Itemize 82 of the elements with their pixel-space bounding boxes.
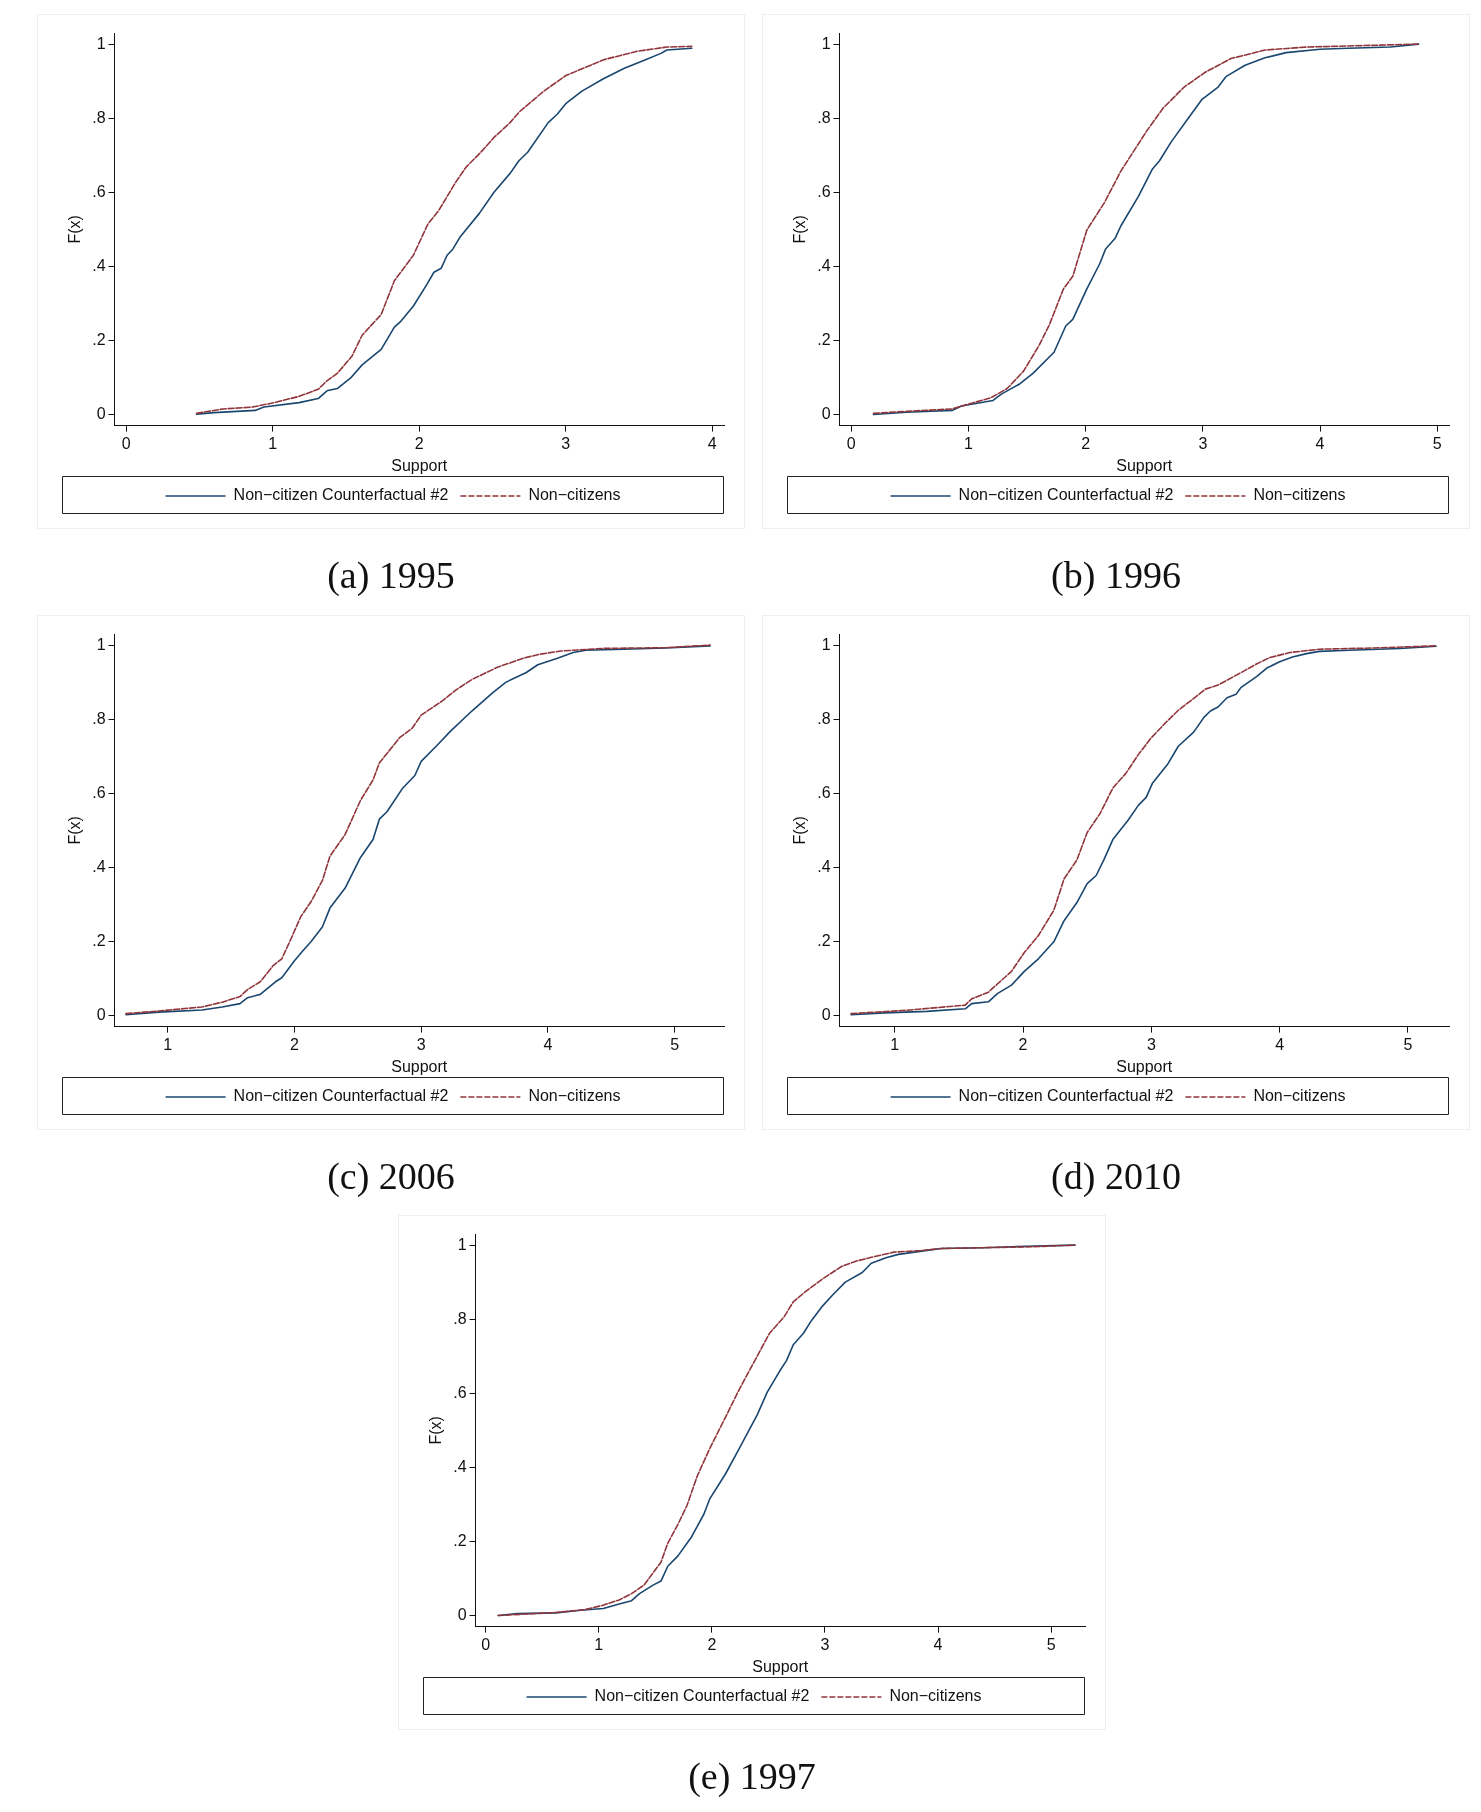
y-tick-label: .8 bbox=[817, 709, 831, 727]
text: (a) 1995 bbox=[326, 553, 456, 597]
y-tick-label: 1 bbox=[96, 34, 106, 52]
y-tick-label: .4 bbox=[92, 256, 106, 274]
x-tick-label: 4 bbox=[933, 1635, 943, 1653]
legend-label: Non−citizens bbox=[528, 486, 621, 504]
text: (c) 2006 bbox=[326, 1154, 456, 1198]
legend-label: Non−citizens bbox=[528, 1087, 621, 1105]
y-tick-label: .2 bbox=[453, 1531, 467, 1549]
y-tick-label: .4 bbox=[817, 256, 831, 274]
x-tick-label: 1 bbox=[594, 1635, 604, 1653]
x-tick-label: 1 bbox=[268, 434, 278, 452]
y-tick-label: .8 bbox=[453, 1309, 467, 1327]
x-tick-label: 1 bbox=[163, 1035, 173, 1053]
y-axis-title: F(x) bbox=[66, 215, 84, 244]
x-tick-label: 4 bbox=[1275, 1035, 1285, 1053]
y-tick-label: .2 bbox=[92, 330, 106, 348]
legend-label: Non−citizen Counterfactual #2 bbox=[958, 1087, 1174, 1105]
legend-label: Non−citizen Counterfactual #2 bbox=[233, 1087, 449, 1105]
x-axis-title: Support bbox=[391, 456, 448, 474]
x-tick-label: 2 bbox=[290, 1035, 300, 1053]
legend-label: Non−citizens bbox=[889, 1687, 982, 1705]
y-tick-label: 1 bbox=[821, 635, 831, 653]
x-tick-label: 3 bbox=[820, 1635, 830, 1653]
y-tick-label: 0 bbox=[96, 1005, 106, 1023]
x-tick-label: 0 bbox=[121, 434, 131, 452]
y-axis-title: F(x) bbox=[66, 816, 84, 845]
x-tick-label: 1 bbox=[890, 1035, 900, 1053]
text: (d) 2010 bbox=[1050, 1154, 1182, 1198]
y-tick-label: .2 bbox=[817, 931, 831, 949]
y-tick-label: .6 bbox=[92, 182, 106, 200]
x-tick-label: 3 bbox=[1198, 434, 1208, 452]
x-axis-title: Support bbox=[752, 1657, 809, 1675]
y-axis-title: F(x) bbox=[791, 816, 809, 845]
text: (e) 1997 bbox=[687, 1754, 817, 1798]
y-tick-label: .4 bbox=[453, 1457, 467, 1475]
x-tick-label: 4 bbox=[543, 1035, 553, 1053]
legend-label: Non−citizen Counterfactual #2 bbox=[958, 486, 1174, 504]
x-tick-label: 3 bbox=[1146, 1035, 1156, 1053]
y-tick-label: 0 bbox=[96, 404, 106, 422]
x-tick-label: 5 bbox=[1046, 1635, 1056, 1653]
x-tick-label: 0 bbox=[481, 1635, 491, 1653]
x-tick-label: 2 bbox=[414, 434, 424, 452]
x-tick-label: 2 bbox=[1018, 1035, 1028, 1053]
y-tick-label: .6 bbox=[453, 1383, 467, 1401]
y-tick-label: .2 bbox=[92, 931, 106, 949]
y-tick-label: .6 bbox=[92, 783, 106, 801]
legend-label: Non−citizen Counterfactual #2 bbox=[233, 486, 449, 504]
y-axis-title: F(x) bbox=[791, 215, 809, 244]
y-tick-label: 1 bbox=[96, 635, 106, 653]
legend-label: Non−citizens bbox=[1253, 486, 1346, 504]
x-tick-label: 0 bbox=[846, 434, 856, 452]
x-axis-title: Support bbox=[1116, 456, 1173, 474]
x-tick-label: 2 bbox=[1081, 434, 1091, 452]
y-tick-label: 1 bbox=[457, 1235, 467, 1253]
y-tick-label: .4 bbox=[817, 857, 831, 875]
x-tick-label: 5 bbox=[670, 1035, 680, 1053]
x-tick-label: 1 bbox=[964, 434, 974, 452]
x-tick-label: 3 bbox=[561, 434, 571, 452]
x-axis-title: Support bbox=[391, 1057, 448, 1075]
legend-label: Non−citizen Counterfactual #2 bbox=[594, 1687, 810, 1705]
x-axis-title: Support bbox=[1116, 1057, 1173, 1075]
y-tick-label: .8 bbox=[92, 709, 106, 727]
y-tick-label: .6 bbox=[817, 783, 831, 801]
y-tick-label: .4 bbox=[92, 857, 106, 875]
x-tick-label: 5 bbox=[1432, 434, 1442, 452]
legend-label: Non−citizens bbox=[1253, 1087, 1346, 1105]
y-tick-label: 0 bbox=[821, 1005, 831, 1023]
x-tick-label: 4 bbox=[707, 434, 717, 452]
y-tick-label: .2 bbox=[817, 330, 831, 348]
y-tick-label: .8 bbox=[92, 108, 106, 126]
y-tick-label: .6 bbox=[817, 182, 831, 200]
y-tick-label: 0 bbox=[821, 404, 831, 422]
y-tick-label: .8 bbox=[817, 108, 831, 126]
x-tick-label: 3 bbox=[416, 1035, 426, 1053]
y-axis-title: F(x) bbox=[427, 1416, 445, 1445]
x-tick-label: 4 bbox=[1315, 434, 1325, 452]
x-tick-label: 5 bbox=[1403, 1035, 1413, 1053]
text: (b) 1996 bbox=[1050, 553, 1182, 597]
y-tick-label: 0 bbox=[457, 1605, 467, 1623]
x-tick-label: 2 bbox=[707, 1635, 717, 1653]
y-tick-label: 1 bbox=[821, 34, 831, 52]
